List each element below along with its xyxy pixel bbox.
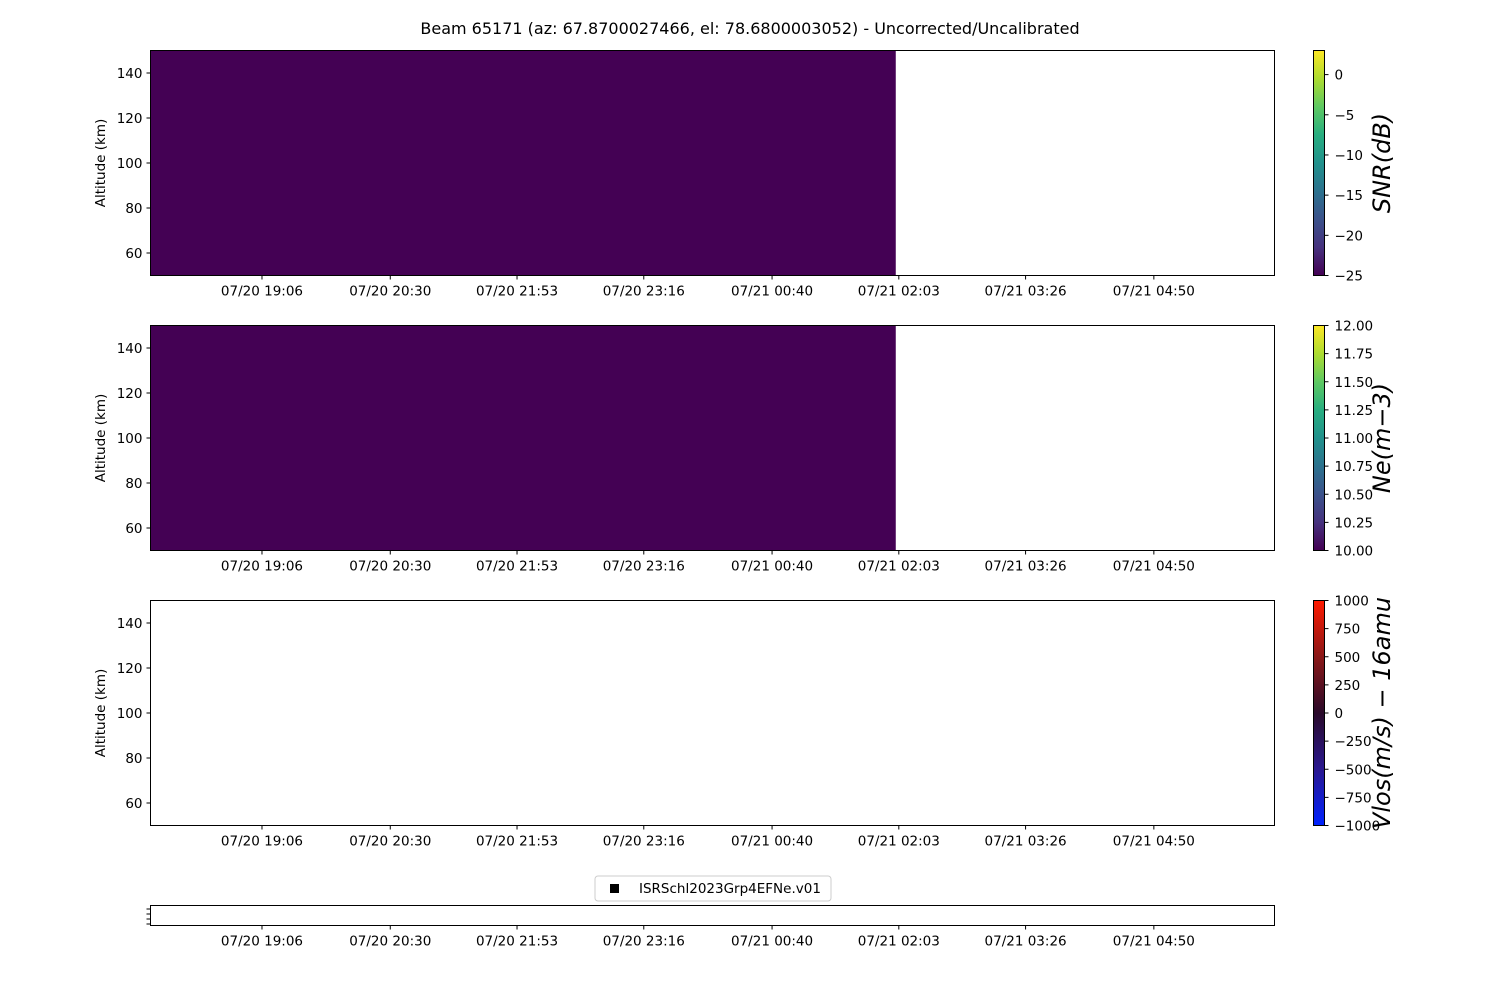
y-tick-label: 140 xyxy=(117,616,143,632)
x-tick-label: 07/21 02:03 xyxy=(858,559,940,575)
colorbar-tick-label: 11.00 xyxy=(1335,431,1374,447)
figure-title: Beam 65171 (az: 67.8700027466, el: 78.68… xyxy=(420,19,1079,38)
x-tick-label: 07/20 19:06 xyxy=(221,559,303,575)
x-tick-label: 07/20 20:30 xyxy=(349,559,431,575)
x-tick-label: 07/20 21:53 xyxy=(476,559,558,575)
legend-panel: ISRSchl2023Grp4EFNe.v01 07/20 19:06 07/20… xyxy=(146,875,1275,950)
colorbar-tick-label: 10.50 xyxy=(1335,487,1374,503)
colorbar-tick-label: −15 xyxy=(1335,188,1364,204)
colorbar-vlos xyxy=(1313,600,1325,826)
colorbar-tick-label: −10 xyxy=(1335,148,1364,164)
colorbar-tick-label: 500 xyxy=(1335,650,1361,666)
colorbar-tick-label: 11.25 xyxy=(1335,403,1374,419)
y-tick-label: 60 xyxy=(125,796,142,812)
colorbar-label: Vlos(m/s) − 16amu xyxy=(1368,597,1396,829)
colorbar-tick-label: 12.00 xyxy=(1335,319,1374,335)
colorbar-label: Ne(m−3) xyxy=(1368,383,1396,493)
panels: 60 80 100 120 140 Altitude (km) 07/20 19:06 07/… xyxy=(93,50,1396,850)
colorbar-tick-label: −1000 xyxy=(1335,819,1381,835)
colorbar-label: SNR(dB) xyxy=(1368,113,1396,213)
x-tick-label: 07/20 23:16 xyxy=(603,559,685,575)
colorbar-tick-label: 10.25 xyxy=(1335,515,1374,531)
legend-label: ISRSchl2023Grp4EFNe.v01 xyxy=(639,881,821,897)
y-tick-label: 100 xyxy=(117,431,143,447)
heatmap-cells-snr xyxy=(150,50,896,276)
colorbar-ne xyxy=(1313,325,1325,551)
x-tick-label: 07/20 21:53 xyxy=(476,284,558,300)
x-tick-label: 07/21 03:26 xyxy=(985,934,1067,950)
colorbar-tick-label: 0 xyxy=(1335,706,1344,722)
x-tick-label: 07/20 20:30 xyxy=(349,834,431,850)
colorbar-tick-label: −750 xyxy=(1335,790,1372,806)
x-tick-label: 07/21 04:50 xyxy=(1113,284,1195,300)
x-tick-label: 07/20 19:06 xyxy=(221,834,303,850)
panel-snr: 60 80 100 120 140 Altitude (km) 07/20 19:06 07/… xyxy=(93,50,1396,300)
y-tick-label: 120 xyxy=(117,111,143,127)
y-tick-label: 80 xyxy=(125,201,142,217)
x-tick-label: 07/21 00:40 xyxy=(731,284,813,300)
x-tick-label: 07/21 04:50 xyxy=(1113,559,1195,575)
y-tick-label: 100 xyxy=(117,706,143,722)
legend-axis-ticks: 07/20 19:06 07/20 20:30 07/20 21:53 07/20 2… xyxy=(146,908,1195,950)
x-tick-label: 07/20 23:16 xyxy=(603,934,685,950)
axes-frame-vlos xyxy=(150,600,1275,826)
colorbar-tick-label: 1000 xyxy=(1335,594,1369,610)
colorbar-tick-label: 11.50 xyxy=(1335,375,1374,391)
panel-vlos: 60 80 100 120 140 Altitude (km) 07/20 19:06 07/… xyxy=(93,594,1396,850)
y-axis-label: Altitude (km) xyxy=(93,394,109,483)
colorbar-tick-label: −500 xyxy=(1335,762,1372,778)
legend-marker xyxy=(610,884,619,893)
x-tick-label: 07/21 00:40 xyxy=(731,834,813,850)
y-tick-label: 60 xyxy=(125,521,142,537)
x-tick-label: 07/20 23:16 xyxy=(603,284,685,300)
colorbar-tick-label: 11.75 xyxy=(1335,347,1374,363)
colorbar-tick-label: 750 xyxy=(1335,622,1361,638)
colorbar-snr xyxy=(1313,50,1325,276)
x-tick-label: 07/21 04:50 xyxy=(1113,834,1195,850)
colorbar-tick-label: −25 xyxy=(1335,269,1364,285)
legend-axes-frame xyxy=(150,905,1275,926)
x-tick-label: 07/20 21:53 xyxy=(476,934,558,950)
y-tick-label: 80 xyxy=(125,476,142,492)
x-tick-label: 07/21 00:40 xyxy=(731,559,813,575)
colorbar-tick-label: 10.75 xyxy=(1335,459,1374,475)
heatmap-cells-ne xyxy=(150,325,896,551)
y-tick-label: 140 xyxy=(117,341,143,357)
panel-ne: 60 80 100 120 140 Altitude (km) 07/20 19:06 07/… xyxy=(93,319,1396,575)
x-tick-label: 07/20 21:53 xyxy=(476,834,558,850)
y-axis-label: Altitude (km) xyxy=(93,669,109,758)
x-tick-label: 07/21 03:26 xyxy=(985,834,1067,850)
y-tick-label: 120 xyxy=(117,386,143,402)
x-tick-label: 07/21 04:50 xyxy=(1113,934,1195,950)
y-tick-label: 140 xyxy=(117,66,143,82)
y-tick-label: 120 xyxy=(117,661,143,677)
x-tick-label: 07/21 02:03 xyxy=(858,834,940,850)
x-tick-label: 07/20 23:16 xyxy=(603,834,685,850)
colorbar-tick-label: 0 xyxy=(1335,68,1344,84)
y-tick-label: 80 xyxy=(125,751,142,767)
colorbar-tick-label: −250 xyxy=(1335,734,1372,750)
x-tick-label: 07/21 03:26 xyxy=(985,559,1067,575)
x-tick-label: 07/20 19:06 xyxy=(221,934,303,950)
y-axis-label: Altitude (km) xyxy=(93,119,109,208)
x-tick-label: 07/20 20:30 xyxy=(349,934,431,950)
x-tick-label: 07/21 03:26 xyxy=(985,284,1067,300)
colorbar-tick-label: 10.00 xyxy=(1335,544,1374,560)
colorbar-tick-label: 250 xyxy=(1335,678,1361,694)
x-tick-label: 07/21 00:40 xyxy=(731,934,813,950)
x-tick-label: 07/20 19:06 xyxy=(221,284,303,300)
colorbar-tick-label: −20 xyxy=(1335,228,1364,244)
colorbar-tick-label: −5 xyxy=(1335,108,1355,124)
y-tick-label: 100 xyxy=(117,156,143,172)
x-tick-label: 07/20 20:30 xyxy=(349,284,431,300)
legend-box xyxy=(594,875,832,902)
x-tick-label: 07/21 02:03 xyxy=(858,284,940,300)
y-tick-label: 60 xyxy=(125,246,142,262)
x-tick-label: 07/21 02:03 xyxy=(858,934,940,950)
